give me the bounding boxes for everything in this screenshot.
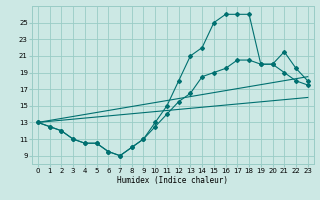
X-axis label: Humidex (Indice chaleur): Humidex (Indice chaleur) xyxy=(117,176,228,185)
